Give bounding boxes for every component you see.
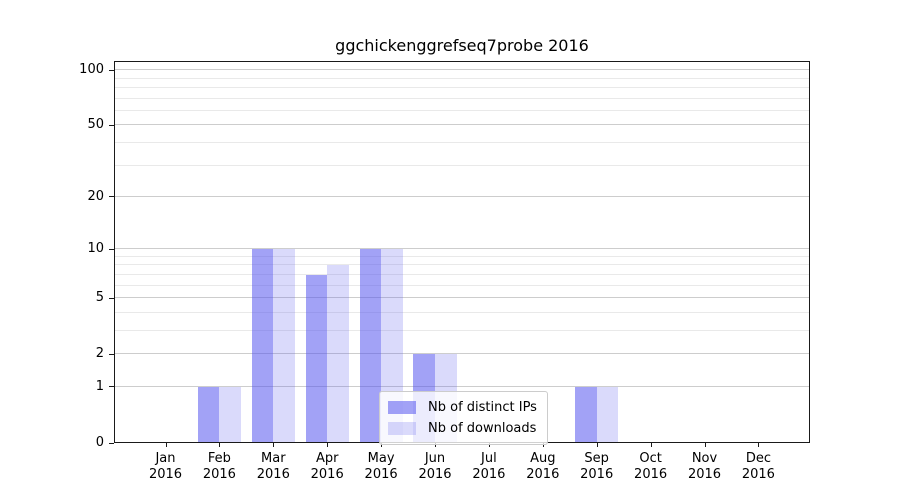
y-tick-label: 10 xyxy=(87,241,104,257)
x-tick-label: Mar 2016 xyxy=(256,451,290,482)
bar-distinct-ips xyxy=(251,249,274,443)
y-tick-label: 2 xyxy=(95,346,104,362)
minor-gridline xyxy=(114,311,810,313)
x-tick-label: Nov 2016 xyxy=(687,451,722,482)
x-tick-label: Sep 2016 xyxy=(580,451,614,482)
y-tick-mark xyxy=(109,196,114,198)
x-tick-label: Feb 2016 xyxy=(202,451,236,482)
major-gridline xyxy=(114,386,810,387)
x-tick-mark xyxy=(381,443,383,447)
y-tick-mark xyxy=(109,386,114,388)
legend: Nb of distinct IPs Nb of downloads xyxy=(379,391,548,445)
y-tick-label: 5 xyxy=(95,290,104,306)
y-tick-mark xyxy=(109,124,114,126)
major-gridline xyxy=(114,248,810,250)
minor-gridline xyxy=(114,109,810,111)
minor-gridline xyxy=(114,141,810,143)
minor-gridline xyxy=(114,273,810,275)
major-gridline xyxy=(114,196,810,197)
major-gridline xyxy=(114,297,810,299)
x-tick-label: Oct 2016 xyxy=(634,451,668,482)
x-tick-mark xyxy=(488,443,490,447)
minor-gridline xyxy=(114,264,810,266)
bar-distinct-ips xyxy=(197,387,220,443)
x-tick-mark xyxy=(435,443,436,447)
y-tick-label: 20 xyxy=(87,188,104,204)
minor-gridline xyxy=(114,77,810,79)
y-tick-label: 50 xyxy=(87,117,104,133)
x-tick-label: Apr 2016 xyxy=(310,451,344,482)
minor-gridline xyxy=(114,164,810,166)
x-tick-mark xyxy=(650,443,652,447)
x-tick-mark xyxy=(327,443,329,447)
x-tick-label: Jun 2016 xyxy=(418,451,452,482)
bar-distinct-ips xyxy=(305,274,328,443)
x-tick-mark xyxy=(704,443,706,447)
y-tick-label: 1 xyxy=(95,378,104,394)
bar-distinct-ips xyxy=(359,249,382,443)
minor-gridline xyxy=(114,255,810,257)
legend-label-downloads: Nb of downloads xyxy=(428,421,537,436)
x-tick-label: Dec 2016 xyxy=(741,451,775,482)
chart-title: ggchickenggrefseq7probe 2016 xyxy=(335,36,589,55)
legend-item-distinct-ips: Nb of distinct IPs xyxy=(388,397,537,418)
major-gridline xyxy=(114,69,810,71)
minor-gridline xyxy=(114,86,810,88)
bar-downloads xyxy=(596,387,619,443)
legend-swatch-downloads-icon xyxy=(388,422,416,435)
plot-area xyxy=(114,61,810,443)
x-tick-mark xyxy=(596,443,598,447)
legend-item-downloads: Nb of downloads xyxy=(388,418,537,439)
legend-label-distinct-ips: Nb of distinct IPs xyxy=(428,400,537,415)
y-tick-mark xyxy=(109,297,114,299)
y-tick-mark xyxy=(109,248,114,250)
x-tick-mark xyxy=(165,443,167,447)
x-tick-mark xyxy=(219,443,221,447)
y-tick-mark xyxy=(109,442,114,444)
bar-distinct-ips xyxy=(575,387,597,443)
major-gridline xyxy=(114,353,810,355)
y-tick-label: 0 xyxy=(95,435,104,450)
minor-gridline xyxy=(114,284,810,286)
x-tick-label: Aug 2016 xyxy=(526,451,560,482)
x-tick-label: May 2016 xyxy=(364,451,398,482)
x-tick-mark xyxy=(273,443,275,447)
y-tick-mark xyxy=(109,69,114,71)
major-gridline xyxy=(114,124,810,126)
legend-swatch-distinct-ips-icon xyxy=(388,401,416,414)
x-tick-label: Jul 2016 xyxy=(472,451,506,482)
y-tick-mark xyxy=(109,353,114,355)
bar-downloads xyxy=(273,249,295,443)
x-tick-mark xyxy=(758,443,760,447)
bar-downloads xyxy=(219,387,241,443)
y-tick-label: 100 xyxy=(79,62,104,78)
x-tick-mark xyxy=(542,443,544,447)
bar-downloads xyxy=(327,265,349,443)
minor-gridline xyxy=(114,329,810,331)
minor-gridline xyxy=(114,97,810,99)
x-tick-label: Jan 2016 xyxy=(148,451,183,482)
